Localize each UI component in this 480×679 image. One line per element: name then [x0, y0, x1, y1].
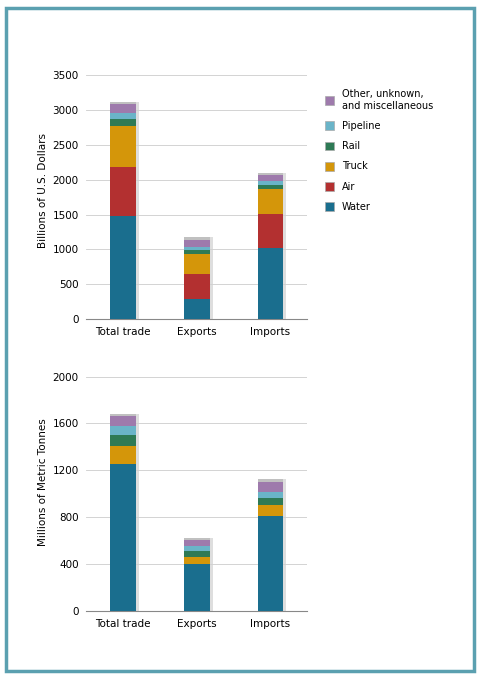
Bar [257, 498, 283, 505]
Bar [184, 547, 210, 551]
Bar [110, 435, 136, 446]
Bar [184, 240, 210, 247]
Bar [110, 113, 136, 119]
Bar [184, 540, 210, 547]
Bar [110, 126, 136, 167]
Y-axis label: Millions of Metric Tonnes: Millions of Metric Tonnes [38, 418, 48, 546]
Bar [184, 247, 210, 251]
Bar [110, 216, 136, 319]
Bar [257, 181, 283, 185]
Bar [136, 414, 139, 611]
Bar [257, 214, 283, 248]
Y-axis label: Billions of U.S. Dollars: Billions of U.S. Dollars [38, 132, 48, 248]
Bar [257, 481, 283, 492]
Bar [257, 189, 283, 214]
Bar [257, 248, 283, 319]
Bar [110, 119, 136, 126]
Bar [184, 238, 210, 240]
Bar [136, 102, 139, 319]
Bar [110, 167, 136, 216]
Bar [283, 479, 286, 611]
Bar [110, 416, 136, 426]
Bar [257, 505, 283, 516]
Bar [283, 173, 286, 319]
Bar [184, 538, 210, 540]
Bar [257, 479, 283, 481]
Bar [257, 516, 283, 611]
Bar [257, 173, 283, 175]
Bar [110, 105, 136, 113]
Bar [110, 426, 136, 435]
Bar [184, 557, 210, 564]
Bar [184, 254, 210, 274]
Bar [257, 185, 283, 189]
Bar [184, 251, 210, 254]
Bar [110, 414, 136, 416]
Bar [257, 492, 283, 498]
Bar [184, 564, 210, 611]
Bar [184, 299, 210, 319]
Bar [209, 238, 213, 319]
Bar [209, 538, 213, 611]
Bar [184, 274, 210, 299]
Bar [110, 464, 136, 611]
Bar [110, 102, 136, 105]
Bar [257, 175, 283, 181]
Bar [184, 551, 210, 557]
Legend: Other, unknown,
and miscellaneous, Pipeline, Rail, Truck, Air, Water: Other, unknown, and miscellaneous, Pipel… [322, 86, 436, 215]
Bar [110, 446, 136, 464]
